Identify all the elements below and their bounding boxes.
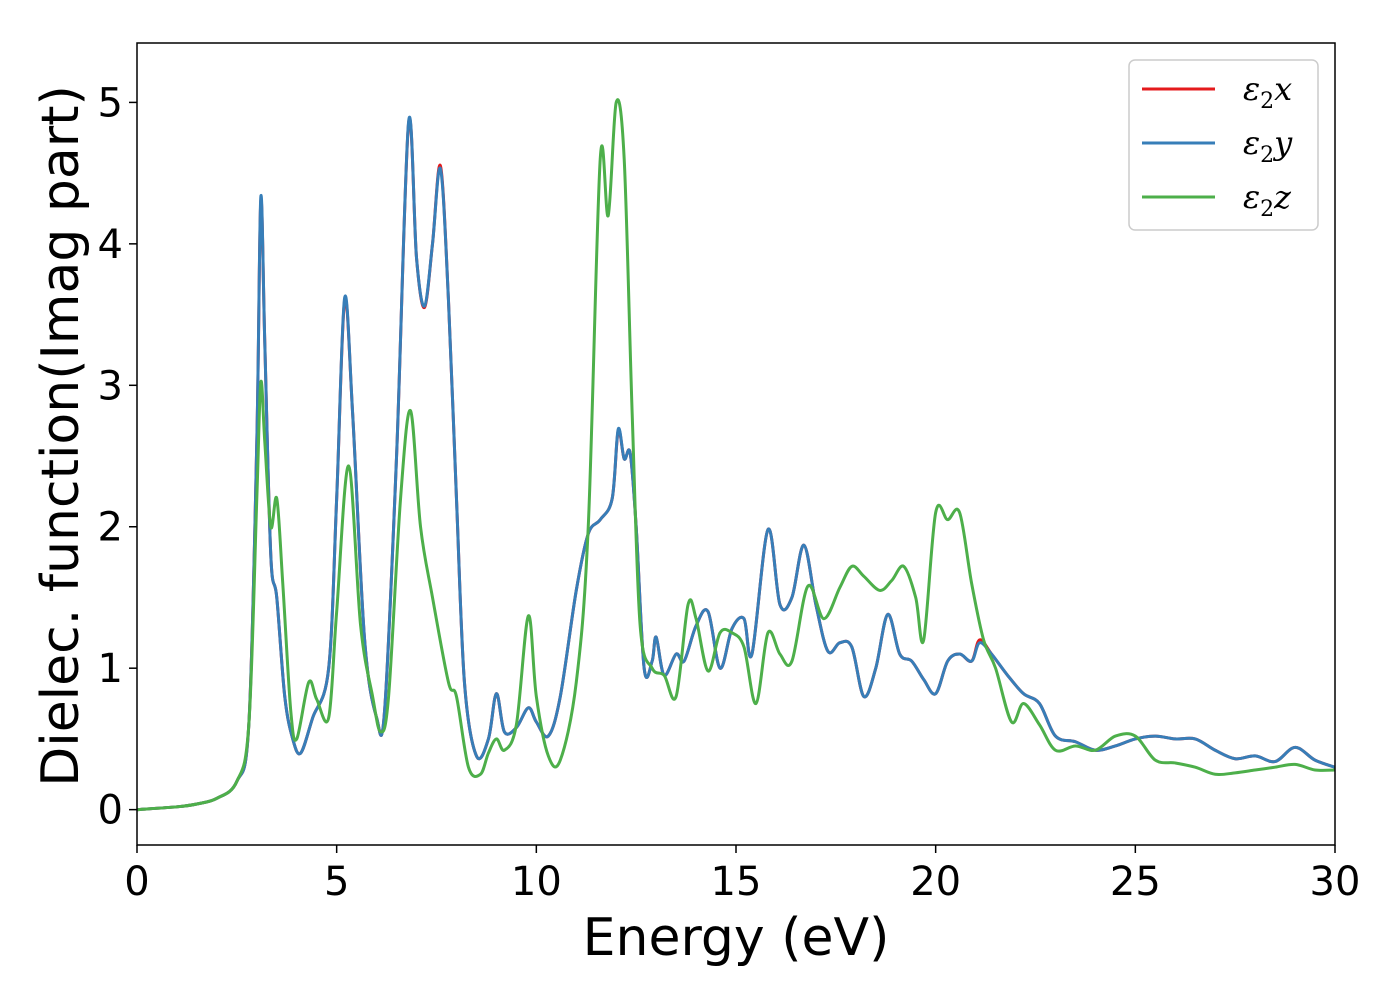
tick-layer: 0 5 10 15 20 25 30 0 1 2 3 4 5	[98, 80, 1361, 905]
x-tick-label: 25	[1110, 859, 1161, 905]
y-tick-label: 1	[98, 646, 123, 692]
legend: ε2x ε2y ε2z	[1128, 59, 1319, 231]
series-line-3	[137, 98, 1335, 812]
legend-label: ε2x	[1243, 70, 1292, 114]
y-tick-label: 3	[98, 363, 123, 409]
x-tick-label: 20	[910, 859, 961, 905]
y-tick-label: 5	[98, 80, 123, 126]
legend-label: ε2y	[1243, 124, 1293, 168]
x-tick-label: 0	[124, 859, 149, 905]
x-tick-label: 30	[1310, 859, 1361, 905]
legend-box	[1128, 59, 1319, 231]
y-axis-title: Dielec. function(Imag part)	[31, 85, 91, 787]
y-tick-label: 4	[98, 222, 123, 268]
y-tick-label: 2	[98, 505, 123, 551]
x-axis-title: Energy (eV)	[583, 908, 890, 968]
y-tick-label: 0	[98, 788, 123, 834]
x-tick-label: 15	[711, 859, 762, 905]
x-tick-label: 10	[511, 859, 562, 905]
x-tick-label: 5	[324, 859, 349, 905]
legend-label: ε2z	[1243, 178, 1292, 222]
series-layer	[137, 98, 1335, 812]
